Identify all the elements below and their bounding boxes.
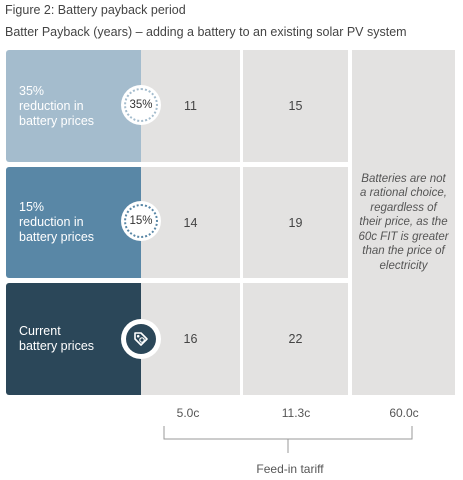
x-tick-11c: 11.3c [281,406,311,420]
x-tick-60c: 60.0c [389,406,419,420]
note-60c-column: Batteries are not a rational choice, reg… [352,50,455,395]
row-label-35: 35% reduction in battery prices [6,50,141,162]
cell-value: 22 [288,332,303,346]
figure-title: Figure 2: Battery payback period [5,3,186,17]
cell-15-11c: 19 [243,167,348,278]
badge-35-text: 35% [129,99,153,111]
cell-value: 14 [183,215,198,230]
row-label-35-text: 35% reduction in battery prices [19,83,95,128]
cell-value: 15 [288,99,303,113]
row-label-current: Current battery prices [6,283,141,395]
cell-current-11c: 22 [243,283,348,395]
axis-brace [163,426,413,453]
cell-value: 11 [184,99,197,113]
cell-35-11c: 15 [243,50,348,162]
percent-seal-icon: 35% [121,85,161,125]
percent-seal-icon: 15% [121,201,161,241]
badge-15-text: 15% [129,215,153,227]
row-label-15-text: 15% reduction in battery prices [19,200,95,244]
row-label-current-text: Current battery prices [19,324,95,353]
price-tag-glyph [134,332,148,346]
note-text: Batteries are not a rational choice, reg… [358,172,449,272]
cell-value: 19 [288,215,303,230]
x-tick-5c: 5.0c [176,406,200,420]
row-label-15: 15% reduction in battery prices [6,167,141,278]
figure-subtitle: Batter Payback (years) – adding a batter… [5,25,407,39]
price-tag-icon [121,319,161,359]
x-axis-title: Feed-in tariff [256,462,324,476]
cell-value: 16 [183,332,198,346]
